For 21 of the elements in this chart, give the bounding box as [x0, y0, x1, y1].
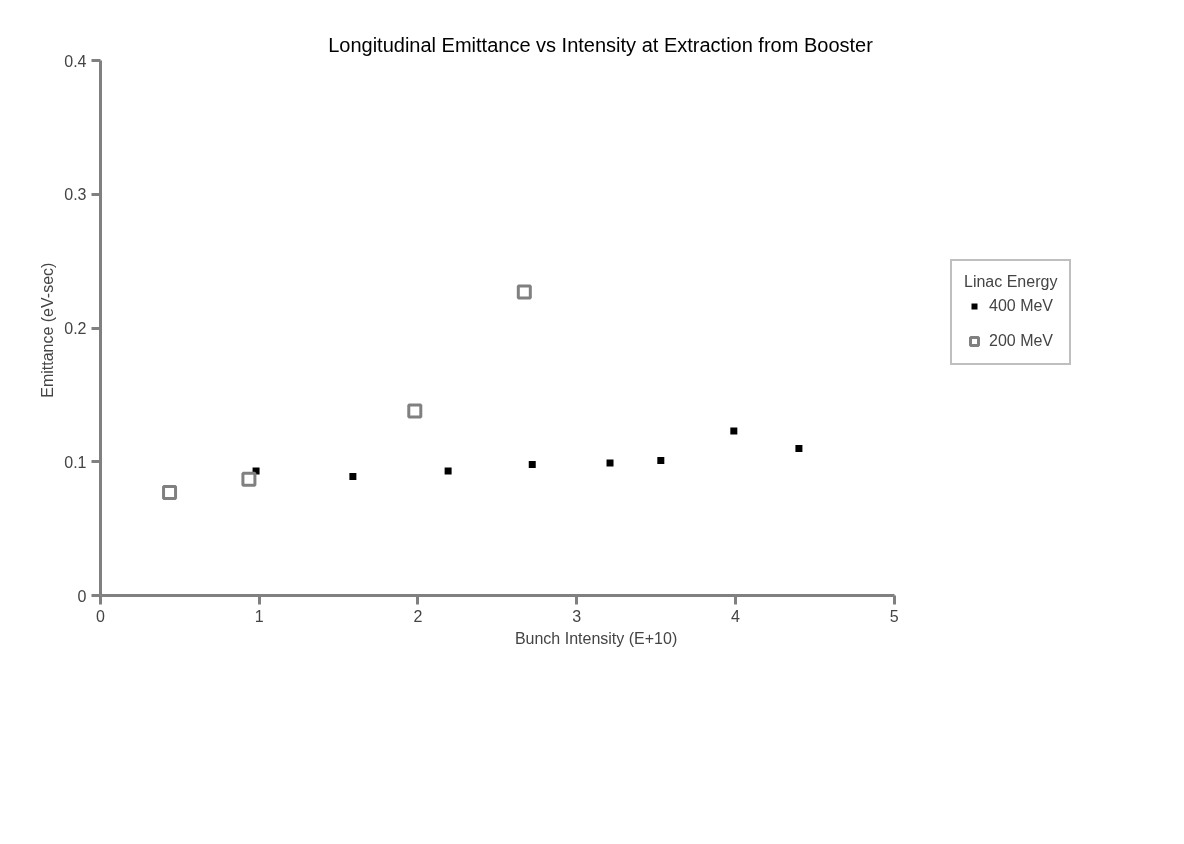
- y-tick-label: 0.4: [64, 52, 87, 70]
- point: [241, 471, 257, 487]
- y-tick-label: 0.3: [64, 186, 87, 204]
- x-tick-label: 3: [572, 607, 582, 625]
- y-tick-label: 0.1: [64, 453, 87, 471]
- x-tick-label: 1: [254, 607, 264, 625]
- point: [162, 485, 178, 501]
- y-tick-label: 0: [77, 587, 87, 605]
- chart-title: Longitudinal Emittance vs Intensity at Extraction from Booster: [328, 33, 874, 56]
- legend-label: 200 MeV: [989, 332, 1054, 350]
- y-axis-title: Emittance (eV-sec): [39, 262, 57, 398]
- y-tick-label: 0.2: [64, 320, 87, 337]
- x-tick-label: 5: [889, 607, 899, 625]
- legend-label: 400 MeV: [989, 297, 1054, 315]
- point: [407, 403, 423, 419]
- x-tick-label: 4: [730, 607, 740, 625]
- x-tick-label: 0: [96, 607, 106, 625]
- legend-title: Linac Energy: [964, 273, 1058, 291]
- point: [516, 284, 532, 300]
- x-tick-label: 2: [413, 607, 423, 625]
- x-axis-title: Bunch Intensity (E+10): [514, 629, 678, 647]
